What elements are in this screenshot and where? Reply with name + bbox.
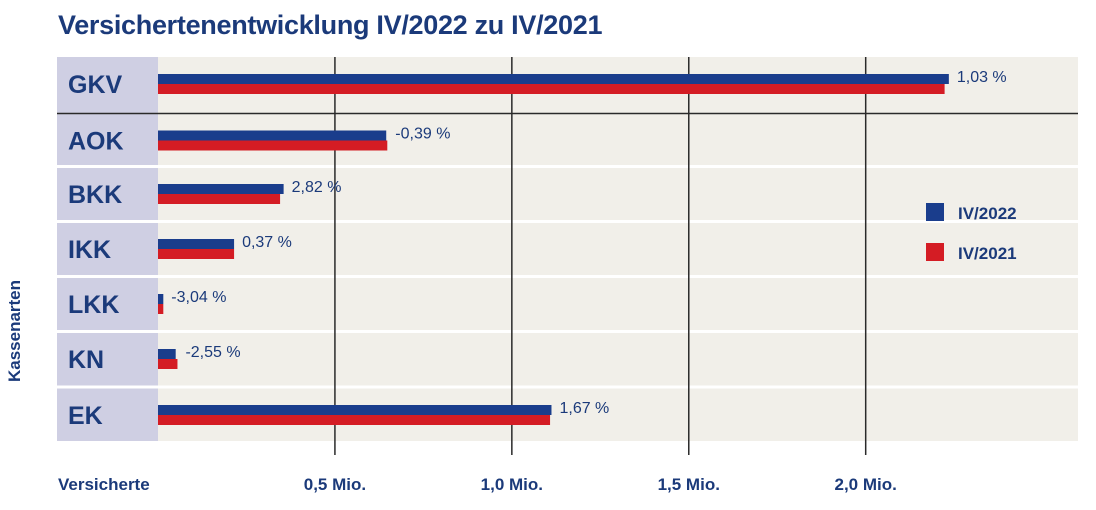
category-label: EK xyxy=(68,402,103,430)
bar-iv2022 xyxy=(158,239,235,249)
bar-iv2022 xyxy=(158,405,552,415)
bar-iv2021 xyxy=(158,304,164,314)
category-label: IKK xyxy=(68,236,111,264)
bar-iv2021 xyxy=(158,359,178,369)
legend-label: IV/2021 xyxy=(958,244,1017,263)
legend-swatch xyxy=(926,243,944,261)
x-tick-label: 1,5 Mio. xyxy=(658,475,720,494)
change-label: -2,55 % xyxy=(185,344,240,361)
x-tick-label: 2,0 Mio. xyxy=(835,475,897,494)
change-label: 1,67 % xyxy=(559,400,609,417)
bar-iv2021 xyxy=(158,84,945,94)
change-label: -0,39 % xyxy=(395,126,450,143)
bar-iv2022 xyxy=(158,130,387,141)
bar-iv2022 xyxy=(158,349,176,359)
category-label: GKV xyxy=(68,71,123,99)
change-label: -3,04 % xyxy=(171,289,226,306)
category-label: KN xyxy=(68,346,104,374)
x-tick-label: 1,0 Mio. xyxy=(481,475,543,494)
category-label: AOK xyxy=(68,128,124,156)
bar-iv2022 xyxy=(158,294,164,304)
legend-swatch xyxy=(926,203,944,221)
change-label: 2,82 % xyxy=(292,179,342,196)
x-tick-label: 0,5 Mio. xyxy=(304,475,366,494)
x-axis-label: Versicherte xyxy=(58,475,150,494)
plot-background xyxy=(158,57,1078,441)
change-label: 1,03 % xyxy=(957,69,1007,86)
category-label: BKK xyxy=(68,181,122,209)
bar-iv2022 xyxy=(158,74,949,84)
change-label: 0,37 % xyxy=(242,234,292,251)
bar-iv2021 xyxy=(158,194,281,204)
bar-iv2022 xyxy=(158,184,284,194)
legend-label: IV/2022 xyxy=(958,204,1017,223)
chart-title: Versichertenentwicklung IV/2022 zu IV/20… xyxy=(58,10,603,40)
bar-iv2021 xyxy=(158,249,235,259)
category-label-panel xyxy=(57,57,158,441)
bar-iv2021 xyxy=(158,140,388,151)
bar-iv2021 xyxy=(158,415,551,425)
category-label: LKK xyxy=(68,291,119,319)
